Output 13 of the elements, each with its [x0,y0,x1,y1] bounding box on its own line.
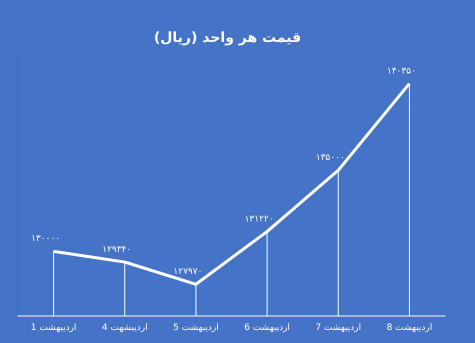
data-label: ۱۳۰۰۰۰ [31,234,60,244]
x-tick-label: 1 اردیبهشت [30,322,76,333]
x-tick-label: 6 اردیبهشت [244,322,290,333]
x-tick-label: 5 اردیبهشت [173,322,219,333]
x-tick-label: 4 اردیبشهت [102,322,148,333]
data-label: ۱۳۱۲۲۰ [244,214,274,224]
data-label: ۱۲۹۳۴۰ [102,244,132,255]
data-label: ۱۳۵۰۰۰ [316,153,345,164]
chart-title: قیمت هر واحد (ریال) [154,30,302,46]
x-tick-label: 8 اردیبهشت [386,322,432,333]
x-tick-label: 7 اردیبهشت [315,322,362,333]
data-label: ۱۲۷۹۷۰ [173,267,202,278]
data-label: ۱۴۰۳۵۰ [386,66,416,76]
